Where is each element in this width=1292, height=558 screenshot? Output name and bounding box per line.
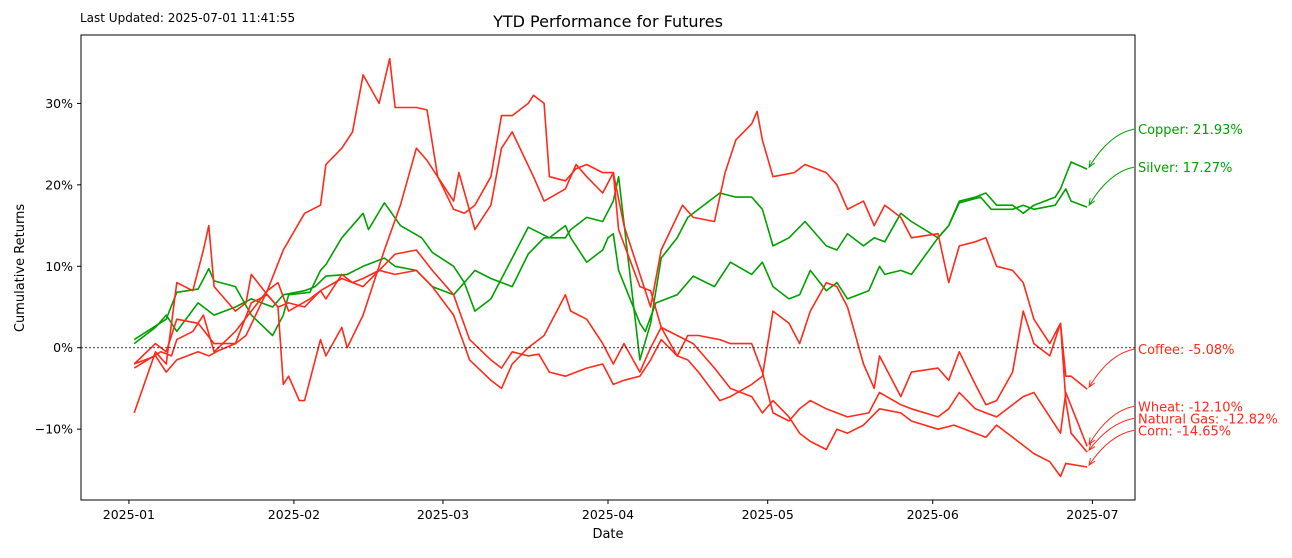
series-line-wheat — [133, 249, 1088, 447]
x-tick-label: 2025-02 — [268, 507, 320, 522]
annotation-arrowhead — [1088, 437, 1096, 446]
annotation-arrow — [1088, 405, 1135, 445]
x-tick-label: 2025-06 — [907, 507, 959, 522]
plot-lines — [133, 57, 1088, 478]
annotation-arrowhead — [1088, 198, 1096, 207]
annotation-label: Wheat: -12.10% — [1138, 400, 1243, 415]
last-updated-text: Last Updated: 2025-07-01 11:41:55 — [80, 11, 295, 25]
y-tick-label: −10% — [35, 422, 73, 437]
series-line-natural-gas — [133, 131, 1088, 453]
annotation-label: Natural Gas: -12.82% — [1138, 412, 1278, 427]
annotation-arrow — [1088, 417, 1135, 451]
y-axis-label: Cumulative Returns — [13, 204, 28, 332]
annotation-arrow — [1088, 429, 1135, 466]
end-value-annotations: Copper: 21.93% Silver: 17.27% Coffee: -5.0… — [1088, 123, 1278, 467]
x-tick-label: 2025-07 — [1066, 507, 1118, 522]
series-line-silver — [133, 175, 1088, 361]
series-line-corn — [133, 269, 1088, 478]
x-tick-label: 2025-04 — [582, 507, 634, 522]
annotation-label: Coffee: -5.08% — [1138, 343, 1234, 358]
y-tick-label: 20% — [45, 177, 73, 192]
annotation-label: Corn: -14.65% — [1138, 424, 1231, 439]
annotation-arrow — [1088, 348, 1135, 388]
annotation-arrowhead — [1088, 380, 1096, 389]
x-tick-label: 2025-01 — [103, 507, 155, 522]
x-axis-label: Date — [592, 527, 623, 542]
annotation-label: Silver: 17.27% — [1138, 161, 1232, 176]
y-tick-label: 10% — [45, 259, 73, 274]
y-tick-label: 0% — [53, 340, 73, 355]
chart-title: YTD Performance for Futures — [492, 12, 723, 31]
annotation-arrow — [1088, 166, 1135, 206]
x-tick-label: 2025-05 — [742, 507, 794, 522]
x-tick-label: 2025-03 — [417, 507, 469, 522]
y-tick-label: 30% — [45, 96, 73, 111]
annotation-arrowhead — [1088, 458, 1096, 467]
annotation-arrowhead — [1088, 160, 1096, 169]
annotation-label: Copper: 21.93% — [1138, 123, 1243, 138]
x-axis: 2025-01 2025-02 2025-03 2025-04 2025-05 2025-… — [103, 500, 1119, 522]
annotation-arrow — [1088, 128, 1135, 168]
y-axis: −10% 0% 10% 20% 30% — [35, 96, 81, 437]
annotation-arrowhead — [1088, 443, 1096, 452]
